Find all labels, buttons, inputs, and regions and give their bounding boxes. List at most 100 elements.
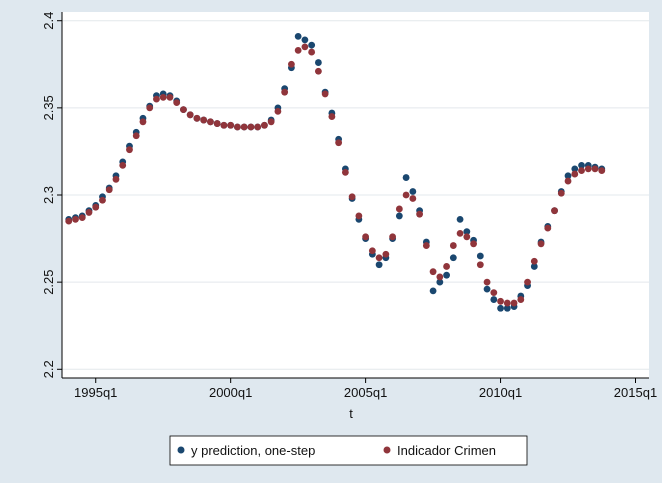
data-point-series1-24 — [227, 121, 235, 129]
data-point-series1-50 — [402, 191, 410, 199]
data-point-series0-36 — [308, 41, 316, 49]
data-point-series1-22 — [213, 120, 221, 127]
y-tick-label-4: 2.4 — [41, 12, 56, 30]
data-point-series0-69 — [530, 263, 538, 270]
data-point-series1-58 — [456, 229, 464, 237]
data-point-series1-4 — [92, 203, 100, 211]
data-point-series1-45 — [368, 247, 376, 255]
data-point-series1-16 — [173, 99, 181, 107]
data-point-series0-54 — [429, 287, 437, 295]
data-point-series1-51 — [409, 195, 417, 202]
grid-lines — [62, 20, 649, 370]
data-point-series1-26 — [240, 123, 248, 131]
y-tick-label-2: 2.3 — [41, 186, 56, 204]
data-point-series1-12 — [146, 104, 154, 112]
data-point-series1-56 — [443, 263, 450, 270]
data-point-series1-70 — [537, 240, 545, 248]
data-point-series1-76 — [578, 167, 585, 175]
data-point-series1-19 — [193, 114, 201, 122]
x-tick-label-4: 2015q1 — [614, 385, 657, 400]
legend-box — [169, 435, 528, 466]
x-ticks: 1995q1 2000q1 2005q1 2010q1 2015q1 — [74, 378, 657, 400]
y-ticks: 2.2 2.25 2.3 2.35 2.4 — [41, 12, 62, 378]
data-point-series1-61 — [476, 261, 484, 269]
data-point-series1-62 — [483, 278, 491, 286]
data-point-series1-49 — [395, 205, 403, 213]
data-point-series1-75 — [571, 170, 579, 178]
data-point-series1-47 — [382, 250, 390, 258]
data-point-series1-57 — [449, 242, 457, 249]
data-point-series1-21 — [207, 118, 214, 126]
data-point-series0-56 — [443, 271, 450, 279]
data-point-series1-79 — [598, 167, 606, 175]
data-point-series1-43 — [355, 212, 363, 220]
data-point-series1-53 — [422, 242, 430, 249]
data-point-series1-38 — [321, 90, 329, 98]
data-point-series1-66 — [510, 299, 518, 307]
x-tick-label-3: 2010q1 — [479, 385, 522, 400]
data-point-series1-42 — [348, 193, 356, 201]
data-point-series0-61 — [476, 252, 484, 260]
data-point-series1-33 — [288, 60, 295, 68]
data-point-series0-51 — [409, 188, 417, 195]
data-point-series1-17 — [180, 106, 187, 113]
legend-label-indicador: Indicador Crimen — [397, 443, 496, 458]
data-point-series1-9 — [126, 146, 133, 154]
data-point-series1-6 — [105, 186, 113, 194]
data-point-series1-20 — [200, 116, 208, 124]
data-point-series1-13 — [153, 95, 160, 103]
data-point-series1-23 — [220, 121, 228, 129]
data-point-series1-0 — [65, 217, 73, 225]
data-point-series1-31 — [274, 107, 282, 115]
data-points — [65, 33, 606, 312]
data-point-series0-75 — [571, 165, 579, 173]
data-point-series0-65 — [503, 304, 511, 312]
data-point-series1-54 — [429, 268, 437, 276]
data-point-series1-3 — [85, 209, 93, 216]
data-point-series1-15 — [166, 94, 174, 101]
data-point-series0-49 — [395, 212, 403, 220]
data-point-series1-40 — [335, 139, 343, 147]
data-point-series1-27 — [247, 123, 255, 131]
data-point-series1-68 — [524, 278, 531, 286]
data-point-series1-30 — [267, 118, 275, 126]
data-point-series1-48 — [389, 233, 397, 241]
x-tick-label-0: 1995q1 — [74, 385, 117, 400]
data-point-series0-63 — [490, 296, 498, 303]
data-point-series1-67 — [517, 296, 525, 303]
data-point-series1-55 — [436, 273, 444, 281]
data-point-series1-60 — [470, 240, 477, 248]
data-point-series1-65 — [503, 299, 511, 307]
data-point-series1-32 — [281, 88, 289, 96]
data-point-series1-63 — [490, 289, 498, 296]
y-tick-label-1: 2.25 — [41, 269, 56, 294]
data-point-series1-44 — [362, 233, 370, 241]
data-point-series0-55 — [436, 278, 444, 286]
data-point-series1-35 — [301, 43, 309, 51]
data-point-series1-69 — [530, 257, 538, 265]
data-point-series1-39 — [328, 113, 336, 120]
data-point-series0-59 — [463, 228, 471, 236]
data-point-series1-37 — [314, 67, 322, 75]
data-point-series1-36 — [308, 48, 316, 56]
data-point-series1-8 — [119, 161, 127, 169]
data-point-series1-28 — [254, 123, 262, 131]
data-point-series0-46 — [375, 261, 383, 269]
data-point-series1-11 — [139, 118, 147, 126]
data-point-series0-57 — [449, 254, 457, 262]
data-point-series1-46 — [375, 254, 383, 262]
data-point-series1-10 — [132, 132, 140, 140]
data-point-series0-34 — [294, 33, 302, 40]
data-point-series1-71 — [544, 224, 552, 232]
legend-marker-prediction — [177, 446, 185, 454]
data-point-series1-41 — [341, 168, 349, 176]
data-point-series1-34 — [294, 46, 302, 54]
data-point-series1-14 — [159, 94, 167, 101]
data-point-series1-64 — [497, 297, 504, 305]
data-point-series1-77 — [584, 165, 592, 173]
x-axis-title: t — [349, 406, 353, 421]
data-point-series1-78 — [591, 165, 599, 173]
data-point-series0-74 — [564, 172, 572, 180]
data-point-series1-5 — [99, 196, 106, 204]
